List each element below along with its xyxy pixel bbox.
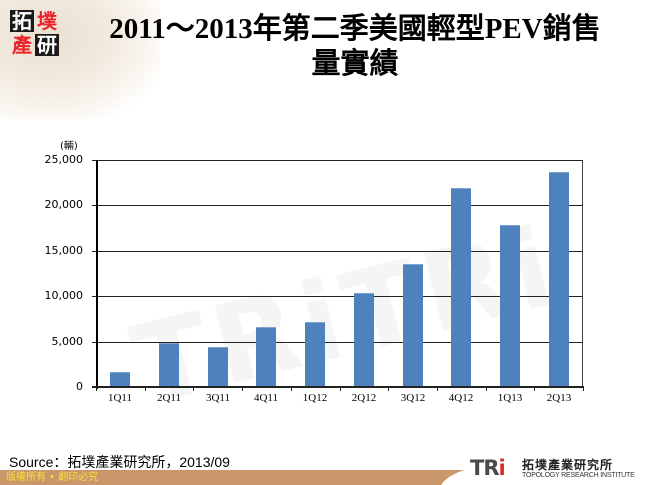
x-tick-label: 2Q11 <box>156 392 182 404</box>
x-tick-mark <box>388 386 389 391</box>
gridline <box>92 251 583 252</box>
page-title: 2011～2013年第二季美國輕型PEV銷售 量實績 <box>60 12 650 82</box>
x-tick-mark <box>486 386 487 391</box>
y-tick-label: 5,000 <box>51 335 84 348</box>
y-tick-label: 15,000 <box>44 244 84 257</box>
bar-2Q12 <box>354 293 374 387</box>
bar-chart: (輛) 0 5,000 10,000 15,000 20,000 25,000 1Q11 2Q… <box>0 130 650 420</box>
title-line-1: 2011～2013年第二季美國輕型PEV銷售 <box>109 13 601 45</box>
x-tick-mark <box>193 386 194 391</box>
logo-char: 拓 <box>10 9 34 33</box>
gridline <box>92 205 583 206</box>
bar-1Q11 <box>110 372 130 387</box>
bar-2Q13 <box>549 172 569 387</box>
x-tick-label: 2Q12 <box>351 392 377 404</box>
brand-logo: 拓 墣 產 研 <box>10 10 62 58</box>
y-tick-label: 0 <box>76 380 83 393</box>
logo-char: 墣 <box>37 9 57 33</box>
y-axis <box>96 160 98 389</box>
x-tick-label: 2Q13 <box>546 392 572 404</box>
bar-1Q13 <box>500 225 520 387</box>
bar-4Q11 <box>256 327 276 387</box>
gridline <box>92 342 583 343</box>
x-tick-label: 3Q12 <box>400 392 426 404</box>
footer-curve <box>440 462 650 485</box>
org-logo: TRi 拓墣產業研究所 TOPOLOGY RESEARCH INSTITUTE <box>470 455 650 485</box>
x-tick-mark <box>291 386 292 391</box>
gridline <box>92 296 583 297</box>
x-tick-label: 1Q12 <box>302 392 328 404</box>
bar-3Q12 <box>403 264 423 387</box>
x-tick-mark <box>242 386 243 391</box>
x-tick-mark <box>340 386 341 391</box>
x-tick-label: 3Q11 <box>205 392 231 404</box>
x-tick-mark <box>583 386 584 391</box>
x-tick-label: 1Q13 <box>497 392 523 404</box>
org-name-cn: 拓墣產業研究所 <box>522 458 614 472</box>
x-tick-mark <box>145 386 146 391</box>
y-tick-label: 20,000 <box>44 198 84 211</box>
x-tick-mark <box>534 386 535 391</box>
y-tick-label: 10,000 <box>44 289 84 302</box>
x-tick-label: 1Q11 <box>107 392 133 404</box>
bar-1Q12 <box>305 322 325 387</box>
tri-logo-mark: TRi <box>470 456 506 480</box>
logo-char: 研 <box>35 33 59 57</box>
bar-4Q12 <box>451 188 471 387</box>
gridline <box>92 160 583 161</box>
bar-2Q11 <box>159 343 179 387</box>
source-note: Source：拓墣產業研究所，2013/09 <box>9 454 230 470</box>
bar-3Q11 <box>208 347 228 387</box>
logo-char: 產 <box>12 33 32 57</box>
x-tick-mark <box>96 386 97 391</box>
x-tick-label: 4Q12 <box>448 392 474 404</box>
y-tick-label: 25,000 <box>44 153 84 166</box>
org-name-en: TOPOLOGY RESEARCH INSTITUTE <box>522 472 635 479</box>
x-axis <box>92 386 583 388</box>
x-tick-label: 4Q11 <box>253 392 279 404</box>
title-line-2: 量實績 <box>311 48 399 80</box>
x-tick-mark <box>437 386 438 391</box>
y-axis-unit: (輛) <box>60 141 78 152</box>
copyright-text: 版權所有 • 翻印必究 <box>6 472 99 483</box>
